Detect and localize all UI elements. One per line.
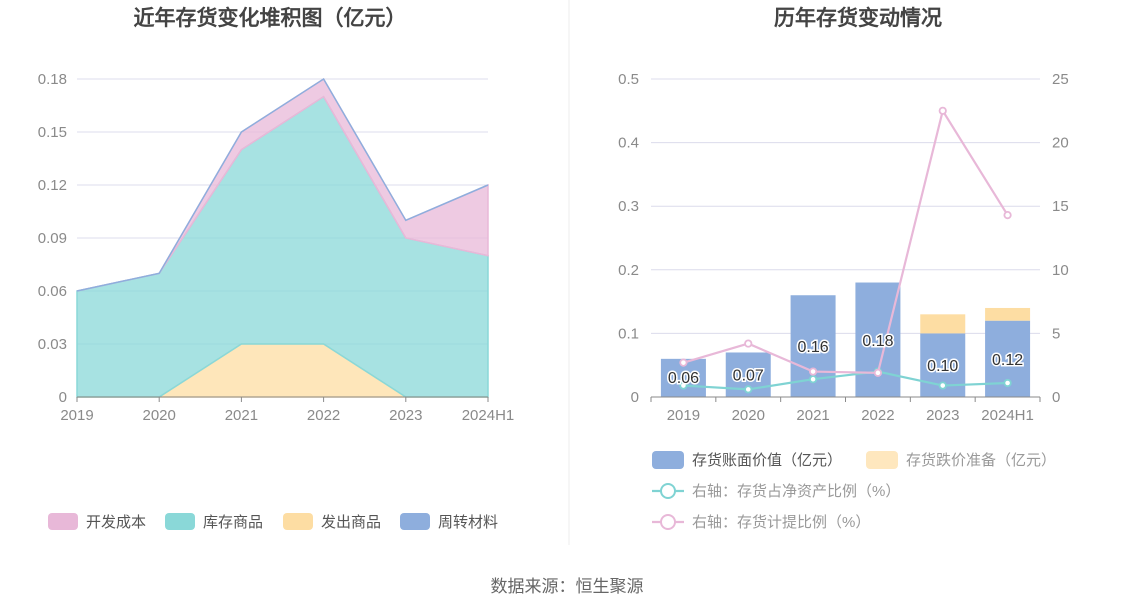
legend-marker xyxy=(660,483,676,499)
right-x-tick-label: 2022 xyxy=(861,407,894,424)
left-legend: 开发成本 库存商品 发出商品 周转材料 xyxy=(48,513,498,531)
line-point xyxy=(808,375,818,384)
legend-swatch xyxy=(165,513,195,530)
bar-book-value xyxy=(855,282,901,397)
left-y-tick-label: 0.12 xyxy=(38,177,67,194)
line-point xyxy=(679,381,688,390)
left-y-tick-label: 0 xyxy=(59,389,67,406)
legend-label: 存货账面价值（亿元） xyxy=(692,452,842,469)
line-point xyxy=(808,367,818,376)
legend-label: 库存商品 xyxy=(203,514,263,531)
data-source: 数据来源：恒生聚源 xyxy=(491,577,644,596)
bar-data-label: 0.06 xyxy=(668,370,699,387)
right-left-y-tick-label: 0.2 xyxy=(618,262,639,279)
left-x-tick-label: 2023 xyxy=(389,407,422,424)
bar-data-label: 0.12 xyxy=(992,352,1023,369)
left-y-tick-label: 0.09 xyxy=(38,230,67,247)
legend-swatch xyxy=(866,451,898,469)
right-right-y-tick-label: 10 xyxy=(1052,262,1069,279)
line-point xyxy=(1003,378,1012,388)
left-y-tick-label: 0.15 xyxy=(38,124,67,141)
legend-label: 右轴：存货占净资产比例（%） xyxy=(692,483,900,500)
left-y-tick-label: 0.03 xyxy=(38,336,67,353)
legend-label: 右轴：存货计提比例（%） xyxy=(692,514,870,531)
legend-label: 发出商品 xyxy=(321,514,381,531)
line-series xyxy=(683,370,1008,391)
legend-swatch xyxy=(48,513,78,530)
bar-provision xyxy=(920,314,966,334)
right-legend: 存货账面价值（亿元） 存货跌价准备（亿元） 右轴：存货占净资产比例（%） 右轴：存货计… xyxy=(652,451,1056,531)
area-series-周转材料 xyxy=(76,77,489,292)
right-right-y-tick-label: 25 xyxy=(1052,71,1069,88)
line-point xyxy=(1003,211,1012,220)
left-chart-title: 近年存货变化堆积图（亿元） xyxy=(134,6,407,30)
bar-provision xyxy=(985,307,1031,321)
line-point xyxy=(938,381,947,390)
bar-data-label: 0.16 xyxy=(798,339,829,356)
left-x-tick-label: 2020 xyxy=(143,407,176,424)
line-point xyxy=(938,106,947,115)
left-x-tick-label: 2024H1 xyxy=(462,407,515,424)
stacked-area-chart: 0 0.03 0.06 0.09 0.12 0.15 0.18 2019 2020 2021 202… xyxy=(38,71,514,424)
legend-marker xyxy=(660,514,676,530)
bar-data-label: 0.10 xyxy=(927,358,958,375)
right-left-y-tick-label: 0.1 xyxy=(618,325,639,342)
line-point xyxy=(744,339,753,348)
line-series xyxy=(683,108,1009,374)
right-chart-title: 历年存货变动情况 xyxy=(774,6,942,30)
line-point xyxy=(679,358,688,367)
legend-label: 周转材料 xyxy=(438,514,498,531)
right-right-y-tick-label: 15 xyxy=(1052,198,1069,215)
right-x-tick-label: 2023 xyxy=(926,407,959,424)
left-x-tick-label: 2021 xyxy=(225,407,258,424)
right-left-y-tick-label: 0.3 xyxy=(618,198,639,215)
legend-swatch xyxy=(400,513,430,530)
right-x-tick-label: 2020 xyxy=(732,407,765,424)
right-right-y-tick-label: 20 xyxy=(1052,135,1069,152)
right-left-y-tick-label: 0.5 xyxy=(618,71,639,88)
bar-data-label: 0.18 xyxy=(862,333,893,350)
left-y-tick-label: 0.06 xyxy=(38,283,67,300)
right-right-y-tick-label: 5 xyxy=(1052,325,1060,342)
right-x-tick-label: 2021 xyxy=(796,407,829,424)
left-x-tick-label: 2022 xyxy=(307,407,340,424)
legend-label: 存货跌价准备（亿元） xyxy=(906,452,1056,469)
left-x-tick-label: 2019 xyxy=(60,407,93,424)
right-left-y-tick-label: 0 xyxy=(631,389,639,406)
inventory-bar-line-chart: 0 0.1 0.2 0.3 0.4 0.5 0 5 10 15 20 25 2019 2020 2021 20… xyxy=(618,71,1069,424)
legend-label: 开发成本 xyxy=(86,514,146,531)
legend-swatch xyxy=(652,451,684,469)
right-x-tick-label: 2019 xyxy=(667,407,700,424)
right-x-tick-label: 2024H1 xyxy=(981,407,1034,424)
right-left-y-tick-label: 0.4 xyxy=(618,135,639,152)
line-point xyxy=(744,385,753,394)
legend-swatch xyxy=(283,513,313,530)
left-y-tick-label: 0.18 xyxy=(38,71,67,88)
right-right-y-tick-label: 0 xyxy=(1052,389,1060,406)
bar-data-label: 0.07 xyxy=(733,368,764,385)
line-point xyxy=(873,368,883,377)
